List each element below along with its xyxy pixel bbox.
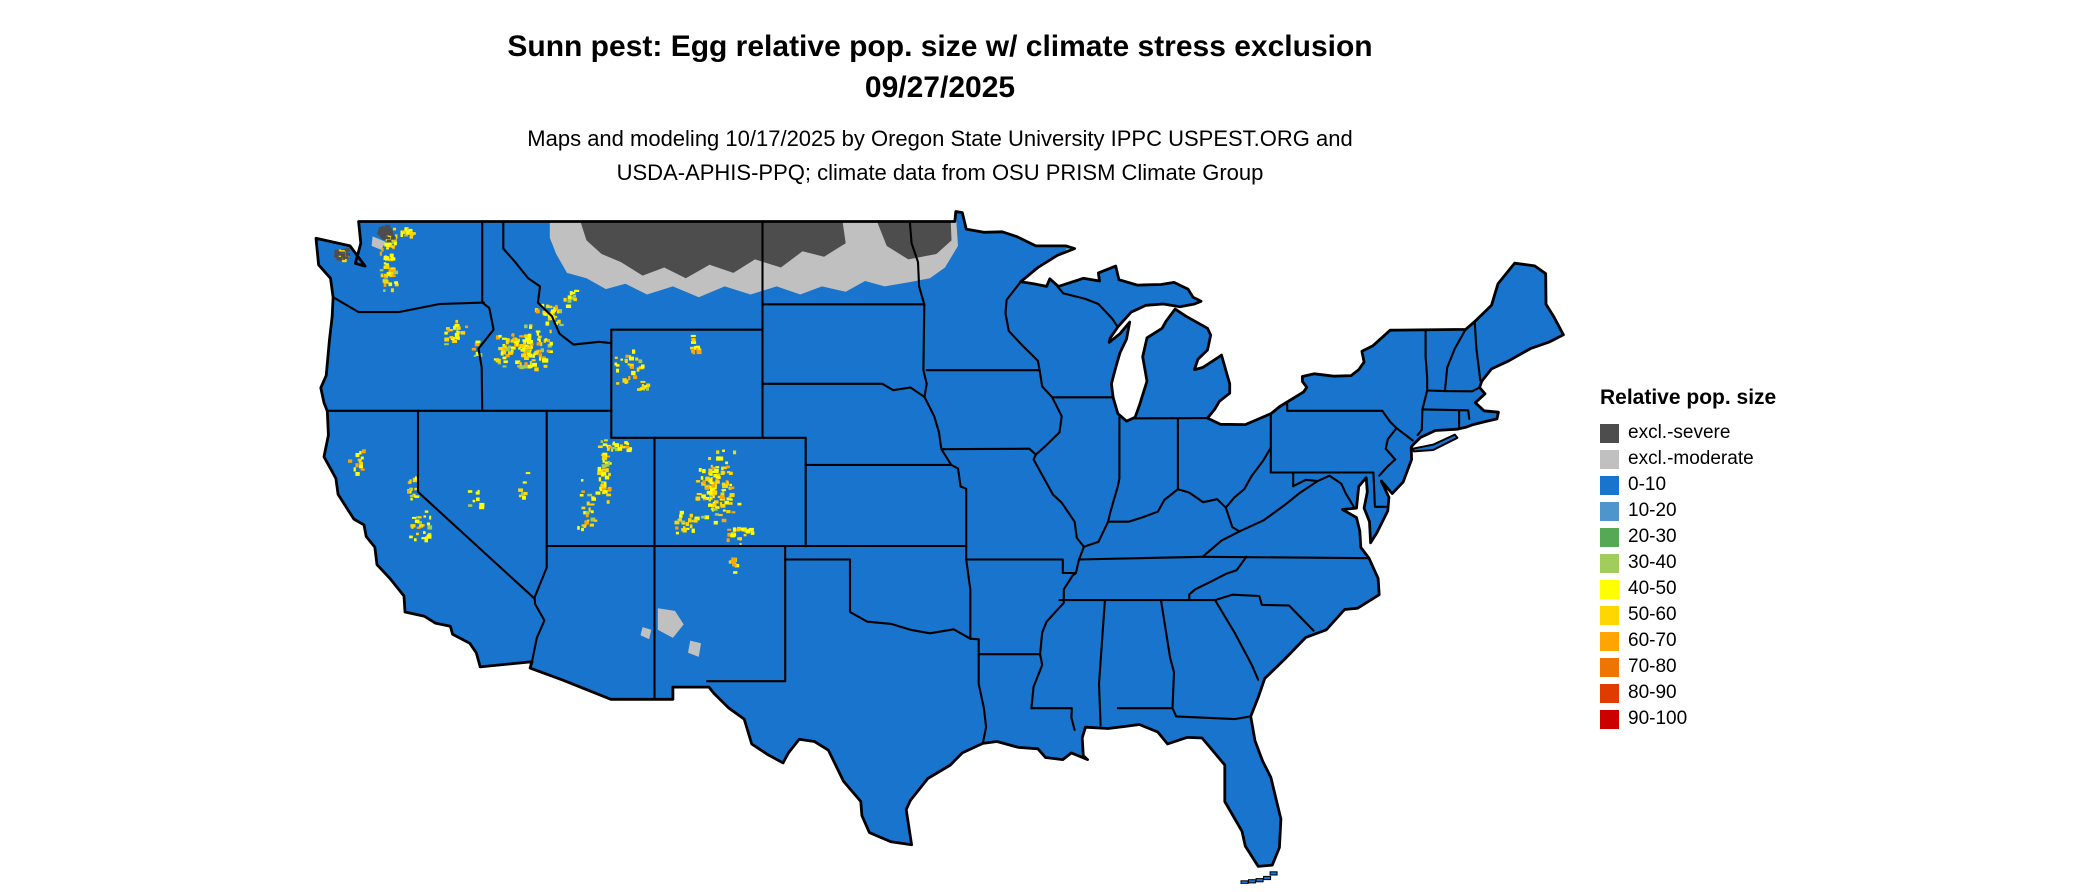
legend: Relative pop. size excl.-severe excl.-mod… [1600,386,1880,732]
exclusion-severe-region [873,213,952,260]
legend-title: Relative pop. size [1600,386,1777,409]
legend-swatch [1600,423,1619,443]
legend-label: 50-60 [1628,604,1677,625]
legend-swatch [1600,501,1619,521]
map-subtitle-line2: USDA-APHIS-PPQ; climate data from OSU PR… [616,160,1264,185]
legend-label: 40-50 [1628,578,1677,599]
us-map-svg [314,210,1565,885]
exclusion-moderate-region [371,236,386,250]
map-title-line1: Sunn pest: Egg relative pop. size w/ cli… [507,30,1373,63]
legend-swatch [1600,553,1619,573]
legend-swatch [1600,449,1619,469]
legend-item: 90-100 [1600,706,1880,732]
legend-swatch [1600,579,1619,599]
legend-item: excl.-severe [1600,420,1880,446]
florida-keys [1240,871,1278,885]
legend-label: 80-90 [1628,682,1677,703]
legend-item: 80-90 [1600,680,1880,706]
exclusion-moderate-region [657,608,684,638]
legend-swatch [1600,527,1619,547]
state-borders [326,220,1482,745]
legend-item: 70-80 [1600,654,1880,680]
legend-item: 20-30 [1600,524,1880,550]
page-title: Sunn pest: Egg relative pop. size w/ cli… [0,26,1880,108]
long-island-outline [1411,433,1459,453]
map-subtitle-line1: Maps and modeling 10/17/2025 by Oregon S… [527,126,1353,151]
legend-swatch [1600,631,1619,651]
legend-label: 20-30 [1628,526,1677,547]
exclusion-moderate-region [688,640,701,657]
national-outline [314,210,1565,868]
legend-item: 40-50 [1600,576,1880,602]
map-subtitle: Maps and modeling 10/17/2025 by Oregon S… [0,122,1880,190]
legend-label: excl.-moderate [1628,448,1754,469]
legend-item: 0-10 [1600,472,1880,498]
legend-label: 70-80 [1628,656,1677,677]
exclusion-severe-region [577,213,846,279]
legend-item: 50-60 [1600,602,1880,628]
legend-swatch [1600,709,1619,729]
legend-item: 60-70 [1600,628,1880,654]
legend-swatch [1600,605,1619,625]
legend-label: excl.-severe [1628,422,1731,443]
legend-label: 60-70 [1628,630,1677,651]
legend-swatch [1600,657,1619,677]
legend-swatch [1600,475,1619,495]
legend-items: excl.-severe excl.-moderate 0-10 10-20 20-30… [1600,420,1880,732]
legend-swatch [1600,683,1619,703]
legend-item: 10-20 [1600,498,1880,524]
legend-label: 30-40 [1628,552,1677,573]
exclusion-moderate-region [640,627,652,640]
map-title-date: 09/27/2025 [864,71,1016,104]
legend-item: excl.-moderate [1600,446,1880,472]
us-map [310,208,1565,885]
legend-label: 90-100 [1628,708,1688,729]
legend-label: 0-10 [1628,474,1667,495]
map-land [316,211,1564,867]
legend-label: 10-20 [1628,500,1677,521]
legend-item: 30-40 [1600,550,1880,576]
